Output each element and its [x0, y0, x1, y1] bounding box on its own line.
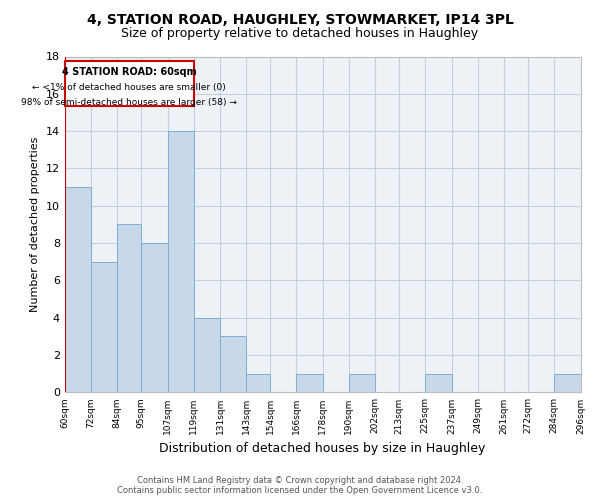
Bar	[167, 131, 194, 392]
Text: ← <1% of detached houses are smaller (0): ← <1% of detached houses are smaller (0)	[32, 82, 226, 92]
Bar	[91, 262, 117, 392]
Text: 4, STATION ROAD, HAUGHLEY, STOWMARKET, IP14 3PL: 4, STATION ROAD, HAUGHLEY, STOWMARKET, I…	[86, 12, 514, 26]
Bar	[296, 374, 323, 392]
Bar	[246, 374, 270, 392]
Bar	[141, 243, 167, 392]
Bar	[220, 336, 246, 392]
X-axis label: Distribution of detached houses by size in Haughley: Distribution of detached houses by size …	[160, 442, 486, 455]
FancyBboxPatch shape	[65, 61, 194, 106]
Text: Size of property relative to detached houses in Haughley: Size of property relative to detached ho…	[121, 28, 479, 40]
Bar	[554, 374, 581, 392]
Bar	[117, 224, 141, 392]
Bar	[349, 374, 375, 392]
Bar	[194, 318, 220, 392]
Bar	[425, 374, 452, 392]
Text: Contains HM Land Registry data © Crown copyright and database right 2024.
Contai: Contains HM Land Registry data © Crown c…	[118, 476, 482, 495]
Y-axis label: Number of detached properties: Number of detached properties	[30, 137, 40, 312]
Text: 98% of semi-detached houses are larger (58) →: 98% of semi-detached houses are larger (…	[22, 98, 237, 108]
Bar	[65, 187, 91, 392]
Text: 4 STATION ROAD: 60sqm: 4 STATION ROAD: 60sqm	[62, 67, 197, 77]
